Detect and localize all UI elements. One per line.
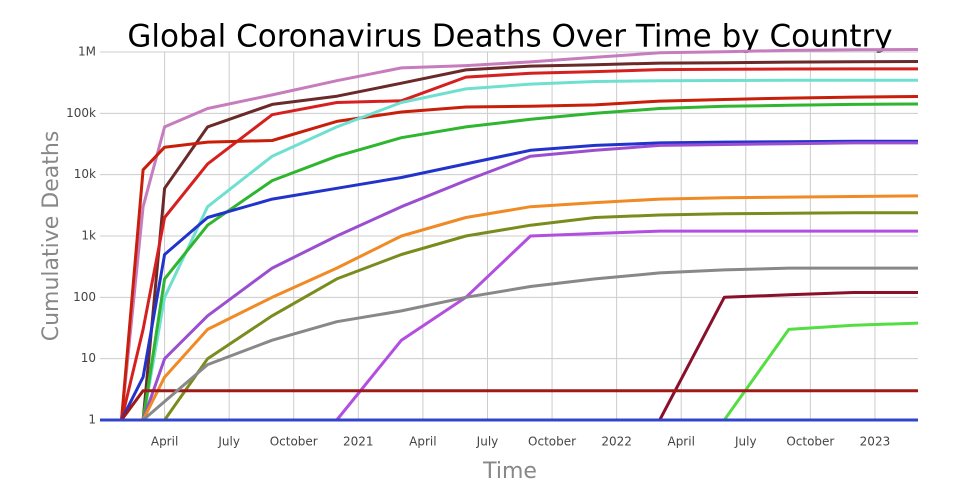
series-line [100, 141, 918, 422]
series-line [100, 321, 919, 422]
series-line [100, 389, 918, 422]
y-tick-label: 1M [78, 45, 96, 59]
series-line [100, 194, 919, 422]
x-tick-label: April [667, 435, 694, 449]
x-tick-label: October [786, 435, 834, 449]
x-tick-label: April [151, 435, 178, 449]
series-line [100, 60, 919, 422]
y-axis-title: Cumulative Deaths [39, 131, 64, 342]
series-line [100, 266, 918, 422]
x-tick-label: July [734, 435, 757, 449]
series-line [100, 211, 918, 422]
x-tick-label: 2023 [860, 435, 891, 449]
series-line [100, 67, 918, 422]
x-tick-label: October [528, 435, 576, 449]
y-tick-label: 100 [73, 290, 96, 304]
series-line [100, 102, 919, 422]
x-tick-label: October [270, 435, 318, 449]
series-line [100, 95, 919, 422]
chart-title: Global Coronavirus Deaths Over Time by C… [127, 19, 892, 55]
x-tick-label: 2021 [343, 435, 374, 449]
y-tick-label: 100k [66, 106, 96, 120]
x-tick-label: April [409, 435, 436, 449]
series-line [100, 291, 918, 422]
series-line [100, 139, 918, 422]
x-tick-label: July [217, 435, 240, 449]
y-tick-label: 10 [81, 351, 96, 365]
x-tick-label: July [476, 435, 499, 449]
y-tick-label: 10k [74, 167, 96, 181]
series-line [100, 48, 919, 422]
x-axis-title: Time [482, 459, 537, 484]
y-tick-label: 1 [88, 413, 96, 427]
y-tick-label: 1k [81, 229, 96, 243]
x-tick-label: 2022 [601, 435, 632, 449]
series-line [100, 78, 918, 422]
